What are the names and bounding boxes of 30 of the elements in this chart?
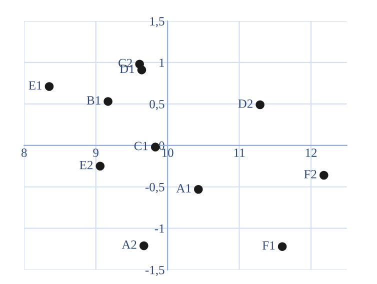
y-tick-label: 0,5	[150, 100, 164, 110]
annotation: A1	[176, 184, 191, 192]
point	[137, 66, 146, 74]
point	[104, 97, 112, 106]
point	[96, 162, 105, 171]
point	[320, 170, 328, 180]
point	[256, 100, 264, 110]
point	[44, 82, 54, 91]
x-tick-label: 8	[21, 148, 27, 157]
y-tick-label: 1,5	[150, 17, 164, 28]
point	[150, 142, 160, 152]
x-tick-label: 9	[93, 148, 98, 157]
y-tick-label: -0,5	[145, 182, 164, 194]
y-tick-label: -1,5	[145, 266, 164, 276]
x-tick-label: 11	[234, 148, 245, 157]
y-tick-label: -1	[154, 224, 164, 233]
point	[140, 241, 148, 250]
annotation: D2	[238, 100, 252, 108]
x-tick-label: 12	[306, 148, 317, 157]
annotation: E2	[80, 160, 93, 170]
annotation: B1	[86, 96, 100, 104]
annotation: F2	[304, 170, 316, 178]
annotation: A2	[122, 240, 136, 249]
annotation: F1	[262, 241, 275, 250]
x-tick-label: 10	[162, 148, 174, 157]
point	[194, 184, 203, 194]
annotation: E1	[28, 81, 42, 90]
point	[278, 242, 287, 251]
y-tick-label: 1	[160, 58, 164, 67]
annotation: C1	[134, 142, 148, 150]
